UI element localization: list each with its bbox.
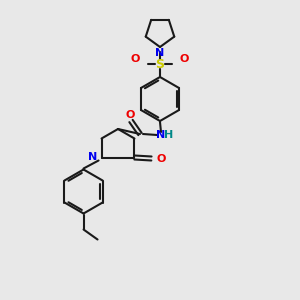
Text: N: N xyxy=(155,48,165,58)
Text: S: S xyxy=(155,58,164,70)
Text: O: O xyxy=(125,110,135,120)
Text: H: H xyxy=(164,130,174,140)
Text: N: N xyxy=(88,152,98,163)
Text: N: N xyxy=(156,130,166,140)
Text: O: O xyxy=(180,54,189,64)
Text: O: O xyxy=(130,54,140,64)
Text: O: O xyxy=(157,154,166,164)
